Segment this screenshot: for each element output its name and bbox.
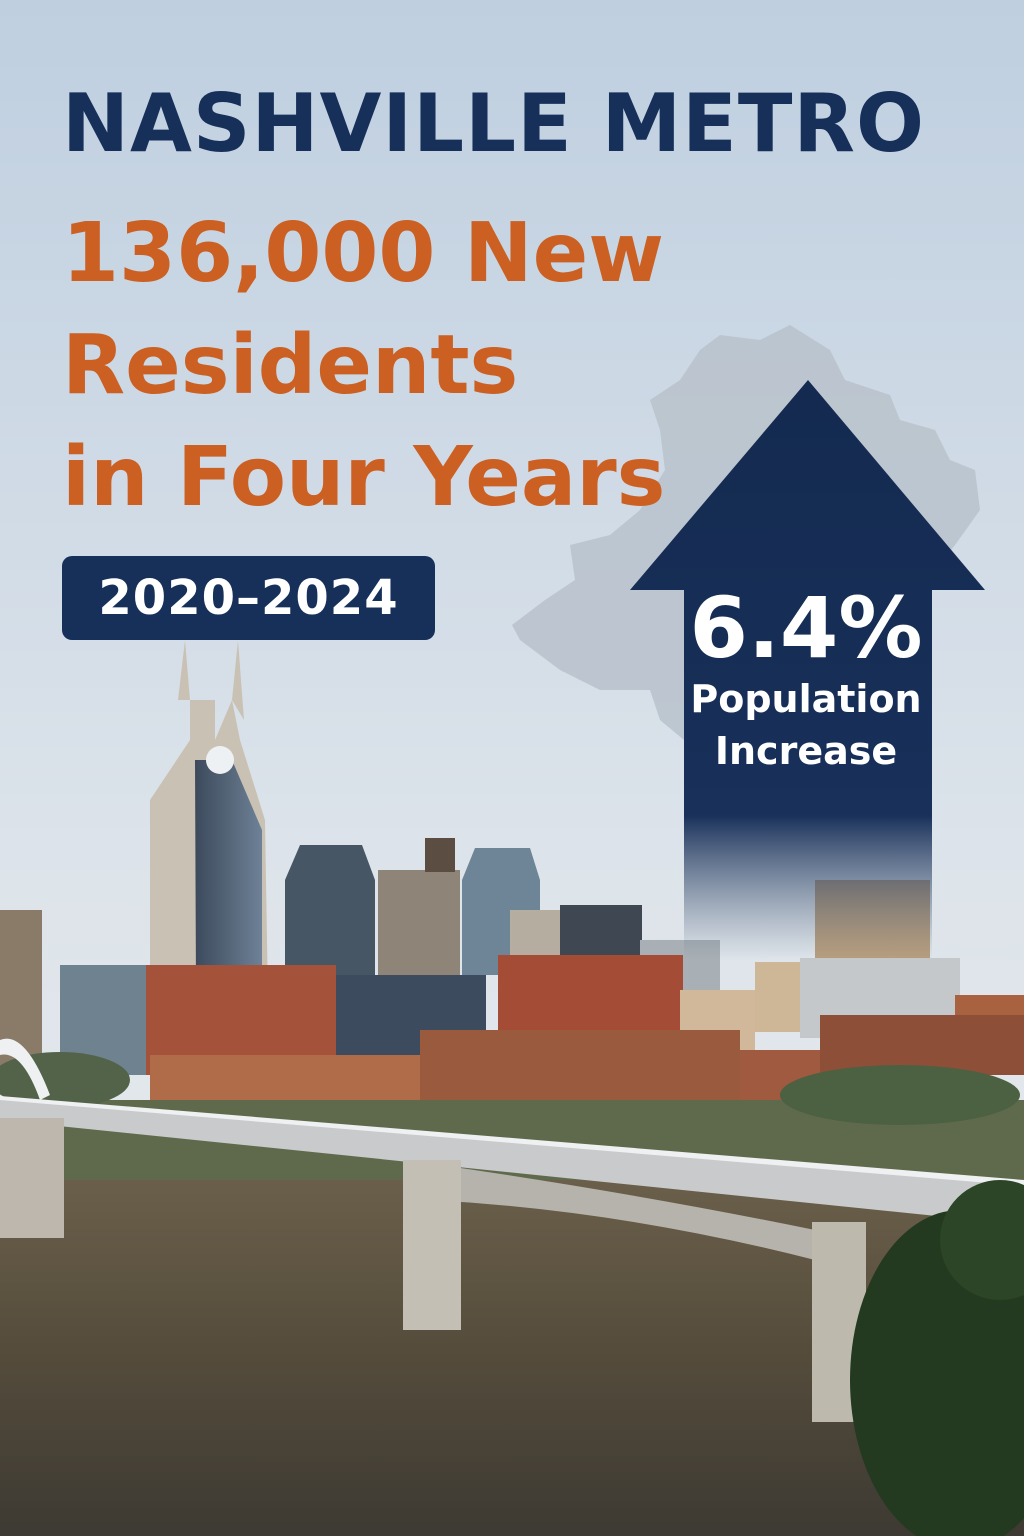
headline-line-3: in Four Years <box>62 430 666 525</box>
pedestrian-bridge <box>0 1038 1024 1422</box>
year-range-badge: 2020–2024 <box>62 556 435 640</box>
year-range-label: 2020–2024 <box>98 570 399 626</box>
population-increase-label-line-2: Increase <box>714 729 898 773</box>
headline-line-1: 136,000 New <box>62 206 665 301</box>
headline-line-2: Residents <box>62 318 519 413</box>
poster-title: NASHVILLE METRO <box>62 77 926 170</box>
population-increase-label-line-1: Population <box>690 677 922 721</box>
population-increase-value: 6.4% <box>689 579 923 677</box>
